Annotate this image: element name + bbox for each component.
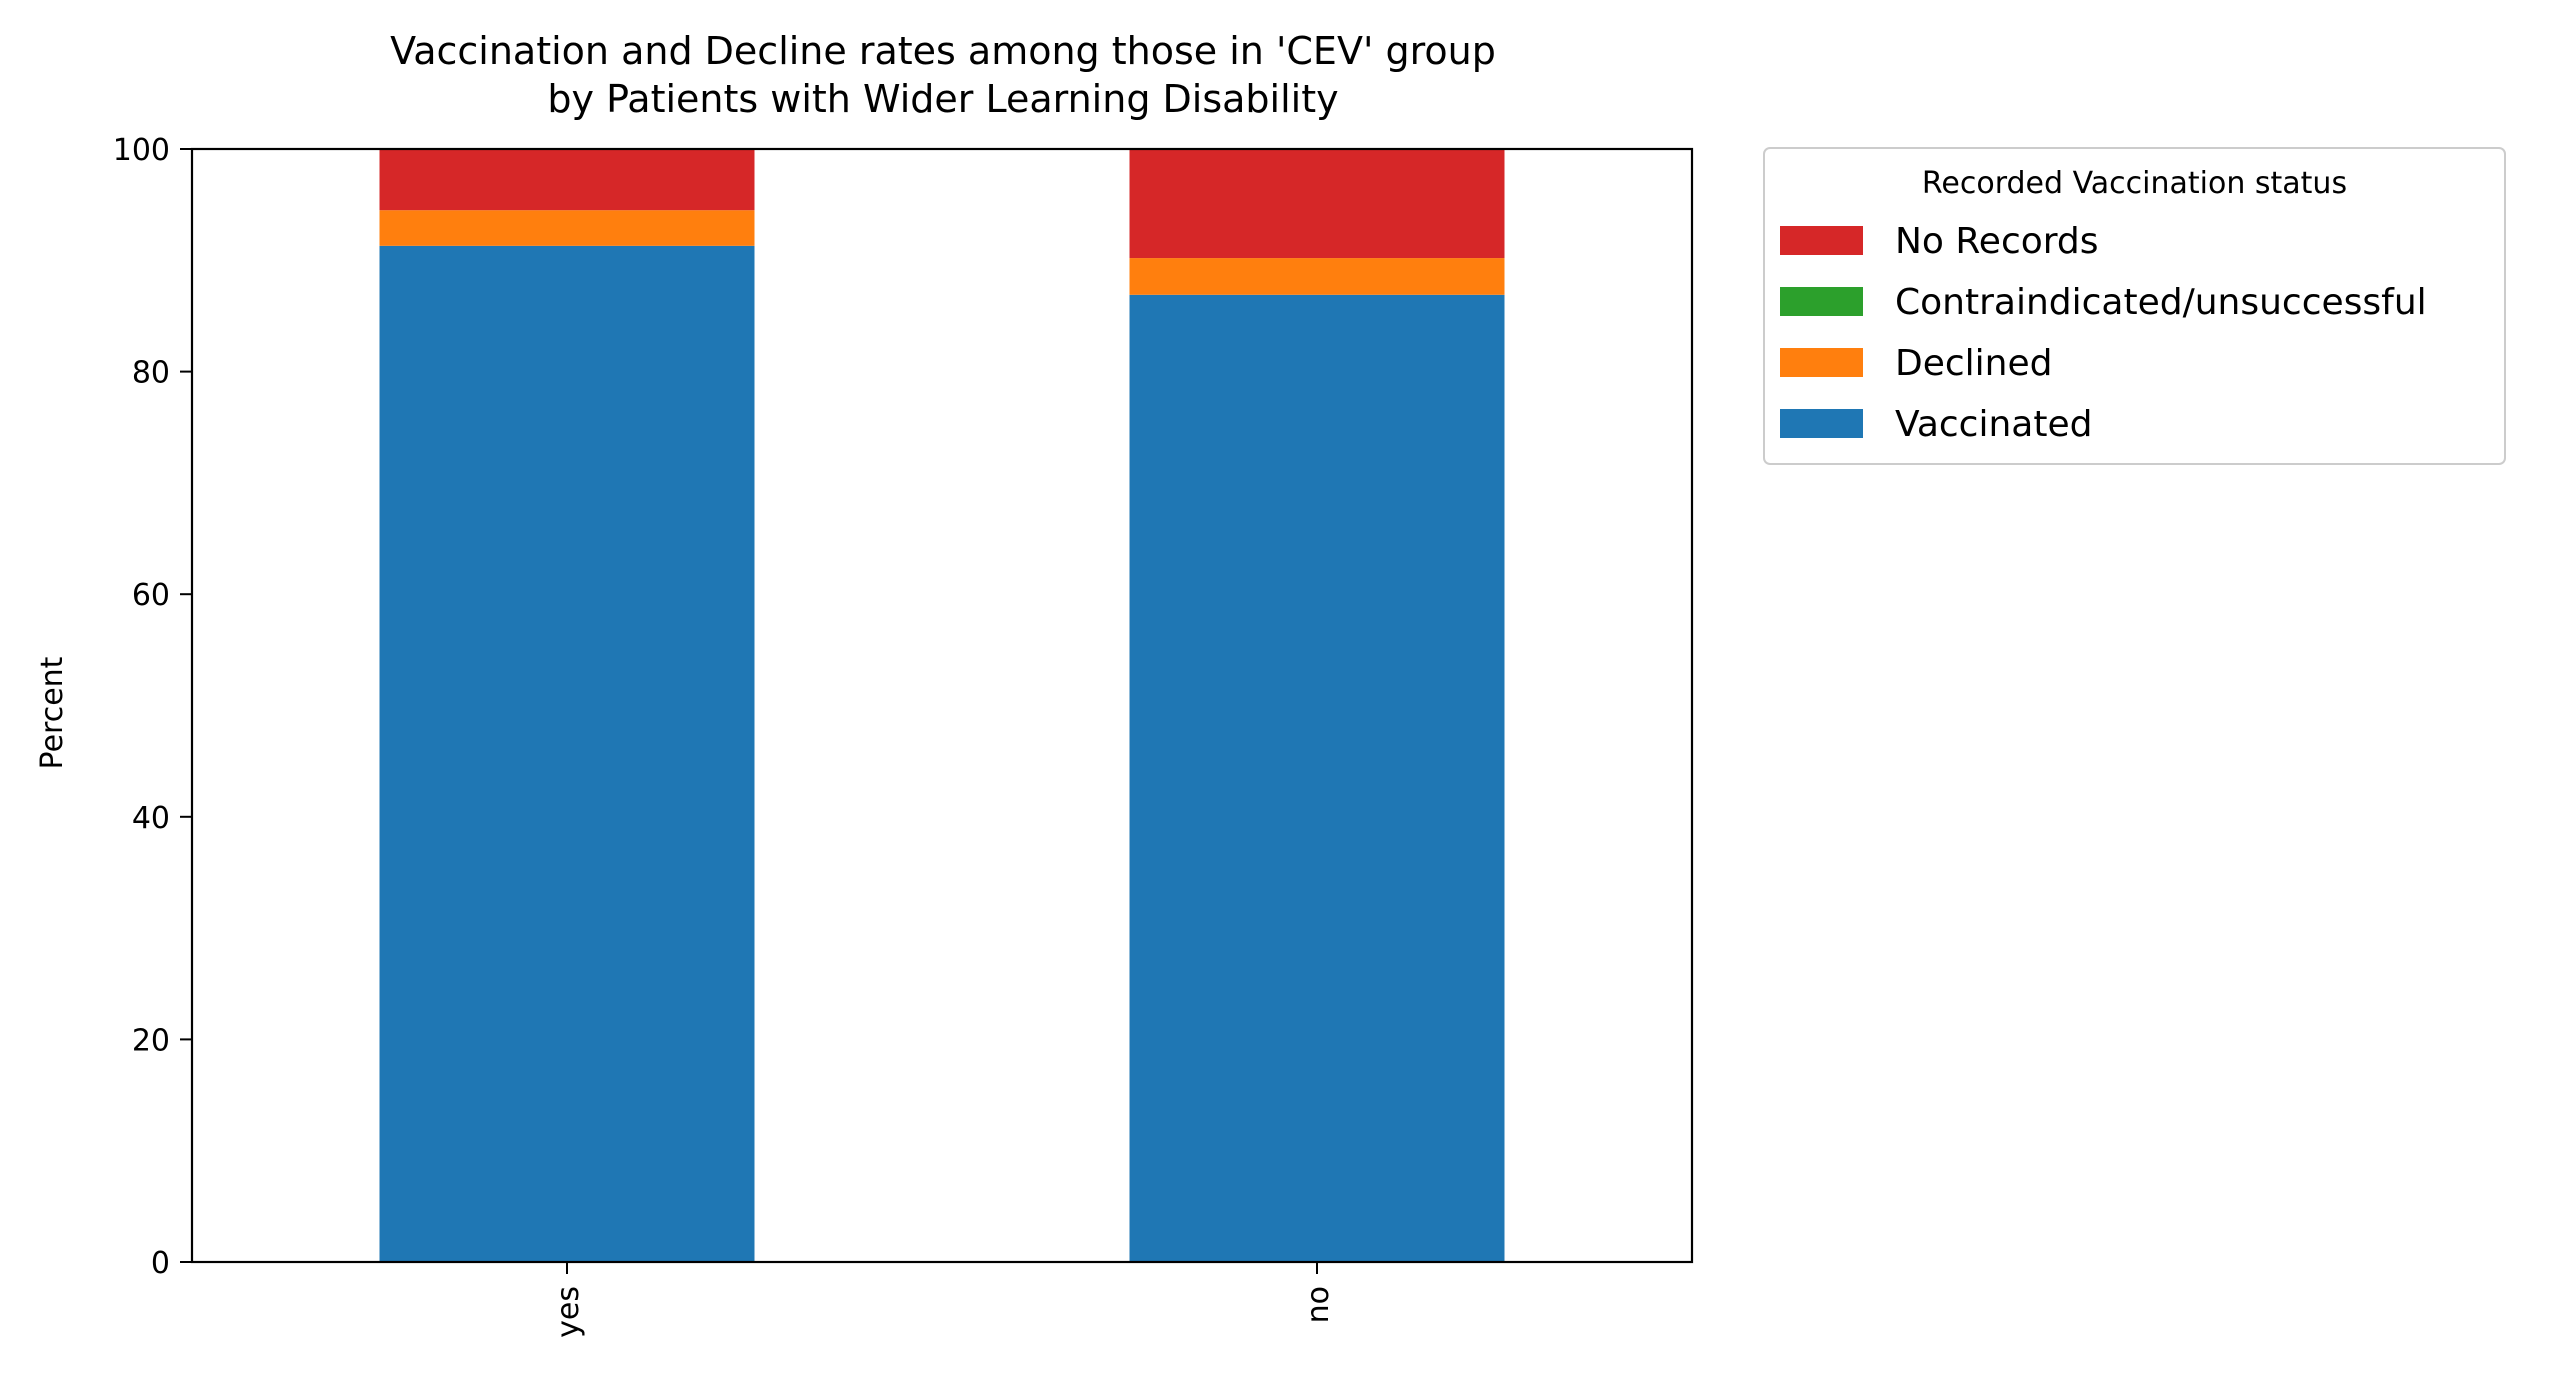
y-tick-label: 80 [132,356,170,391]
legend-label: No Records [1895,221,2099,262]
legend-swatch [1780,287,1863,316]
bars [379,149,1505,1263]
legend-swatch [1780,348,1863,377]
legend-swatch [1780,226,1863,255]
legend-label: Vaccinated [1895,404,2092,445]
legend-label: Contraindicated/unsuccessful [1895,282,2427,323]
y-tick-label: 60 [132,578,170,613]
plot-frame [190,147,1694,1264]
x-tick-label: no [1301,1286,1336,1323]
legend-swatch [1780,409,1863,438]
legend-label: Declined [1895,343,2052,384]
y-tick-label: 100 [113,133,170,168]
bar-segment-vaccinated-no [1129,294,1505,1263]
legend-box [1763,147,2506,465]
y-tick-label: 20 [132,1023,170,1058]
legend-title: Recorded Vaccination status [1922,166,2347,201]
axes: 0 20 40 60 80 100 yes no [113,133,1694,1338]
bar-segment-no-records-no [1129,149,1505,259]
y-tick-label: 40 [132,801,170,836]
y-axis-label: Percent [35,656,70,769]
chart-title-line: by Patients with Wider Learning Disabili… [547,77,1338,121]
bar-segment-declined-yes [379,210,755,246]
bar-segment-no-records-yes [379,149,755,211]
bar-segment-vaccinated-yes [379,245,755,1262]
y-tick-label: 0 [151,1246,170,1281]
chart-title: Vaccination and Decline rates among thos… [390,29,1496,121]
bar-segment-declined-no [1129,258,1505,295]
legend: Recorded Vaccination status No Records Con… [1763,147,2506,465]
chart-title-line: Vaccination and Decline rates among thos… [390,29,1496,73]
x-tick-label: yes [551,1286,586,1338]
